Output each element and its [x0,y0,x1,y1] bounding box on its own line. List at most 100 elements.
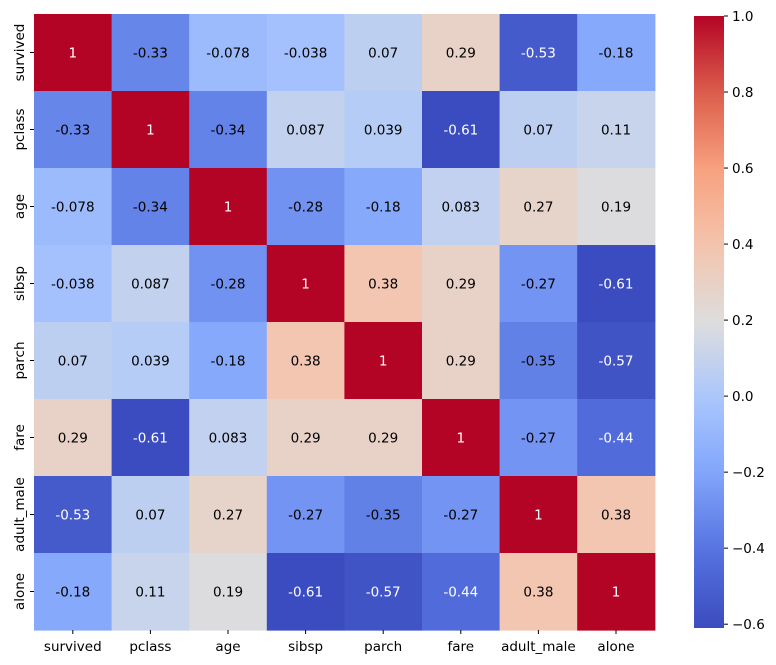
heatmap-cell-label-pclass-parch: 0.039 [364,123,403,139]
heatmap-cell-adult_male-pclass [111,476,190,554]
heatmap-cell-survived-alone [577,14,656,92]
heatmap-cell-label-alone-pclass: 0.11 [135,585,165,601]
heatmap-cell-age-pclass [111,168,190,246]
heatmap-cell-label-parch-adult_male: -0.35 [521,354,556,370]
heatmap-cell-label-age-alone: 0.19 [601,200,631,216]
heatmap-cell-label-adult_male-survived: -0.53 [55,508,90,524]
heatmap-cell-sibsp-adult_male [499,245,578,323]
colorbar-tick-label-7: 0.8 [732,85,753,101]
heatmap-cell-sibsp-alone [577,245,656,323]
heatmap-cell-fare-alone [577,399,656,477]
heatmap-cell-fare-fare [422,399,501,477]
heatmap-cell-label-adult_male-parch: -0.35 [366,508,401,524]
heatmap-cell-label-parch-pclass: 0.039 [131,354,170,370]
heatmap-cell-label-adult_male-fare: -0.27 [443,508,478,524]
heatmap-cell-age-adult_male [499,168,578,246]
heatmap-cell-survived-age [189,14,268,92]
colorbar-tick-label-0: −0.6 [732,617,765,633]
heatmap-cell-age-survived [34,168,113,246]
heatmap-cell-label-age-parch: -0.18 [366,200,401,216]
heatmap-cell-label-pclass-alone: 0.11 [601,123,631,139]
heatmap-cell-alone-alone [577,553,656,631]
heatmap-cell-label-parch-alone: -0.57 [599,354,634,370]
y-tick-label-alone: alone [12,573,28,610]
heatmap-cell-survived-survived [34,14,113,92]
colorbar: −0.6 −0.4 −0.2 0.0 0.2 0.4 0.6 0.8 1.0 [694,9,765,633]
x-tick-label-parch: parch [364,639,402,655]
heatmap-cell-parch-sibsp [266,322,345,400]
x-tick-label-sibsp: sibsp [288,639,323,655]
heatmap-cell-age-fare [422,168,501,246]
x-tick-label-age: age [215,639,240,655]
heatmap-cell-label-sibsp-alone: -0.61 [599,277,634,293]
heatmap-cell-label-survived-pclass: -0.33 [133,46,168,62]
heatmap-cell-label-survived-survived: 1 [69,46,78,62]
y-tick-label-survived: survived [12,24,28,82]
x-tick-label-alone: alone [597,639,634,655]
colorbar-tick-label-4: 0.2 [732,313,753,329]
x-axis-ticks: survived pclass age sibsp parch fare adult_mal… [44,630,635,655]
colorbar-tick-label-6: 0.6 [732,161,753,177]
y-tick-label-fare: fare [12,424,28,451]
heatmap-cell-label-survived-fare: 0.29 [446,46,476,62]
heatmap-cell-label-alone-sibsp: -0.61 [288,585,323,601]
heatmap-cell-alone-adult_male [499,553,578,631]
heatmap-cell-sibsp-sibsp [266,245,345,323]
heatmap-cell-pclass-parch [344,91,423,169]
heatmap-cell-label-pclass-survived: -0.33 [55,123,90,139]
heatmap-cell-label-fare-sibsp: 0.29 [291,431,321,447]
heatmap-cell-sibsp-survived [34,245,113,323]
heatmap-cell-age-sibsp [266,168,345,246]
heatmap-cell-pclass-pclass [111,91,190,169]
heatmap-cell-alone-sibsp [266,553,345,631]
heatmap-cell-sibsp-pclass [111,245,190,323]
heatmap-cells [34,14,656,631]
colorbar-tick-label-5: 0.4 [732,237,753,253]
heatmap-cell-label-fare-adult_male: -0.27 [521,431,556,447]
heatmap-cell-label-adult_male-sibsp: -0.27 [288,508,323,524]
heatmap-cell-label-age-fare: 0.083 [441,200,480,216]
heatmap-cell-parch-adult_male [499,322,578,400]
heatmap-cell-label-sibsp-parch: 0.38 [368,277,398,293]
heatmap-cell-fare-sibsp [266,399,345,477]
heatmap-cell-parch-parch [344,322,423,400]
heatmap-cell-label-parch-age: -0.18 [211,354,246,370]
heatmap-cell-label-age-pclass: -0.34 [133,200,168,216]
heatmap-cell-label-age-adult_male: 0.27 [523,200,553,216]
heatmap-cell-pclass-survived [34,91,113,169]
y-tick-label-sibsp: sibsp [12,266,28,301]
heatmap-cell-alone-fare [422,553,501,631]
y-tick-label-pclass: pclass [12,108,28,150]
heatmap-cell-label-adult_male-adult_male: 1 [534,508,543,524]
heatmap-cell-survived-adult_male [499,14,578,92]
heatmap-cell-adult_male-sibsp [266,476,345,554]
heatmap-cell-fare-pclass [111,399,190,477]
heatmap-cell-label-survived-age: -0.078 [206,46,250,62]
heatmap-cell-age-age [189,168,268,246]
colorbar-tick-label-2: −0.2 [732,465,765,481]
heatmap-cell-survived-parch [344,14,423,92]
heatmap-cell-label-sibsp-age: -0.28 [211,277,246,293]
heatmap-cell-alone-age [189,553,268,631]
heatmap-cell-label-pclass-pclass: 1 [146,123,155,139]
heatmap-cell-alone-parch [344,553,423,631]
heatmap-cell-fare-adult_male [499,399,578,477]
heatmap-cell-sibsp-age [189,245,268,323]
heatmap-cell-label-sibsp-survived: -0.038 [51,277,95,293]
heatmap-cell-label-sibsp-fare: 0.29 [446,277,476,293]
heatmap-cell-label-adult_male-age: 0.27 [213,508,243,524]
heatmap-cell-survived-fare [422,14,501,92]
heatmap-cell-label-sibsp-pclass: 0.087 [131,277,170,293]
x-tick-label-fare: fare [448,639,475,655]
heatmap-cell-label-age-survived: -0.078 [51,200,95,216]
heatmap-cell-label-survived-parch: 0.07 [368,46,398,62]
heatmap-cell-label-adult_male-alone: 0.38 [601,508,631,524]
heatmap-cell-label-pclass-adult_male: 0.07 [523,123,553,139]
heatmap-cell-label-parch-fare: 0.29 [446,354,476,370]
heatmap-cell-age-alone [577,168,656,246]
heatmap-cell-parch-age [189,322,268,400]
heatmap-cell-label-sibsp-sibsp: 1 [301,277,310,293]
heatmap-cell-label-fare-age: 0.083 [209,431,248,447]
heatmap-cell-adult_male-parch [344,476,423,554]
